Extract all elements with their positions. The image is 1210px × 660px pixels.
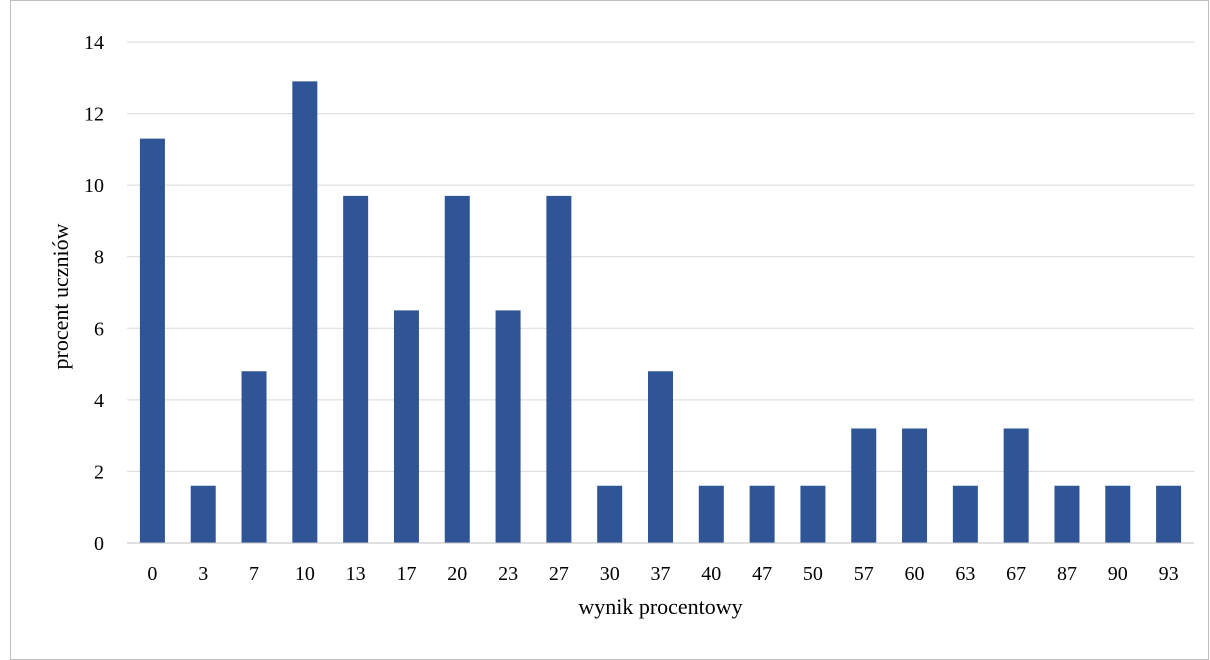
- bar-40: [699, 486, 724, 543]
- bar-93: [1156, 486, 1181, 543]
- x-tick-label: 27: [549, 563, 569, 585]
- x-tick-label: 3: [198, 563, 208, 585]
- bar-13: [343, 196, 368, 543]
- x-tick-label: 93: [1159, 563, 1179, 585]
- y-tick-label: 10: [84, 175, 104, 197]
- y-tick-label: 8: [94, 247, 104, 269]
- y-tick-label: 4: [94, 390, 104, 412]
- x-tick-label: 47: [752, 563, 772, 585]
- x-tick-label: 17: [396, 563, 416, 585]
- bar-series: [140, 81, 1181, 543]
- y-axis-title: procent uczniów: [48, 223, 73, 369]
- bar-87: [1054, 486, 1079, 543]
- x-tick-label: 20: [447, 563, 467, 585]
- x-tick-label: 23: [498, 563, 518, 585]
- bar-10: [292, 81, 317, 543]
- x-tick-label: 30: [600, 563, 620, 585]
- x-tick-label: 67: [1006, 563, 1026, 585]
- bar-17: [394, 310, 419, 543]
- x-tick-label: 37: [651, 563, 671, 585]
- bar-0: [140, 139, 165, 543]
- bar-20: [445, 196, 470, 543]
- x-tick-label: 0: [147, 563, 157, 585]
- x-tick-label: 60: [905, 563, 925, 585]
- bar-60: [902, 428, 927, 543]
- x-tick-label: 7: [249, 563, 259, 585]
- bar-47: [750, 486, 775, 543]
- x-tick-label: 57: [854, 563, 874, 585]
- bar-63: [953, 486, 978, 543]
- bar-3: [191, 486, 216, 543]
- y-tick-label: 0: [94, 533, 104, 555]
- bar-57: [851, 428, 876, 543]
- x-tick-labels: 0 3 7 10 13 17 20 23 27 30 37 40 47 50 57 60 63 67 87 90 93: [147, 563, 1178, 585]
- y-tick-label: 14: [84, 32, 104, 54]
- y-tick-label: 12: [84, 104, 104, 126]
- x-tick-label: 40: [701, 563, 721, 585]
- x-tick-label: 87: [1057, 563, 1077, 585]
- bar-30: [597, 486, 622, 543]
- bar-27: [546, 196, 571, 543]
- y-tick-label: 2: [94, 461, 104, 483]
- y-tick-labels: 0 2 4 6 8 10 12 14: [84, 32, 104, 555]
- bar-90: [1105, 486, 1130, 543]
- bar-23: [496, 310, 521, 543]
- bar-37: [648, 371, 673, 543]
- bar-7: [242, 371, 267, 543]
- x-tick-label: 13: [346, 563, 366, 585]
- x-axis-title: wynik procentowy: [578, 594, 742, 619]
- bar-67: [1004, 428, 1029, 543]
- x-tick-label: 63: [955, 563, 975, 585]
- x-tick-label: 90: [1108, 563, 1128, 585]
- bar-50: [800, 486, 825, 543]
- y-tick-label: 6: [94, 318, 104, 340]
- x-tick-label: 10: [295, 563, 315, 585]
- x-tick-label: 50: [803, 563, 823, 585]
